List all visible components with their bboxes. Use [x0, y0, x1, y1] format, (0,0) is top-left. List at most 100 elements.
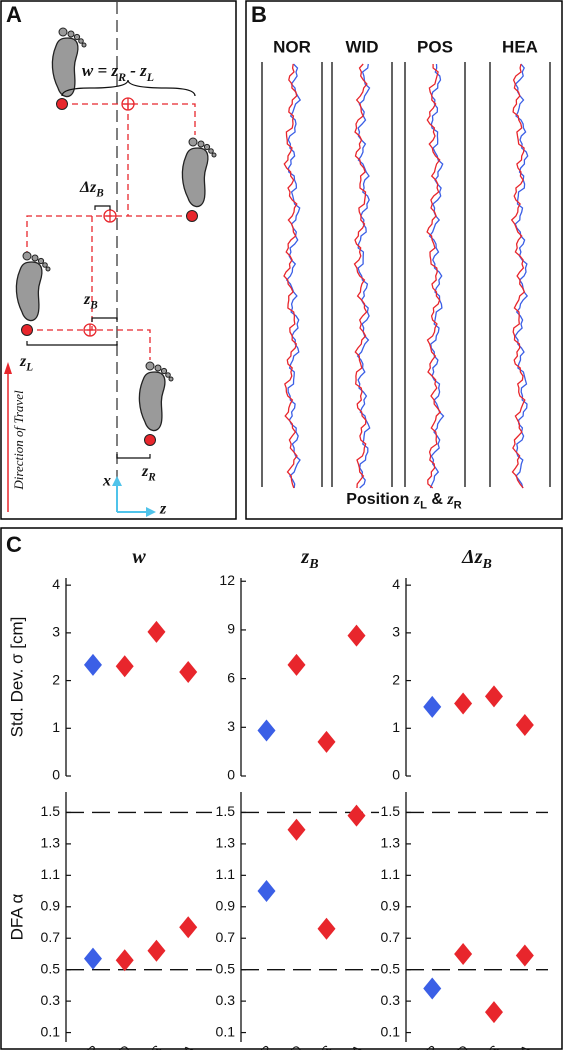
- label-part: R: [454, 500, 462, 512]
- toe: [165, 372, 171, 378]
- diamond: [484, 1001, 503, 1024]
- arrowheads: [112, 476, 156, 517]
- bracket: [94, 205, 111, 210]
- y-tick-label: 3: [392, 624, 400, 640]
- x-tick-label: WID: [105, 1042, 133, 1050]
- y-tick-label: 0.1: [381, 1023, 401, 1039]
- toe: [73, 33, 81, 41]
- foot-sole: [138, 371, 166, 432]
- y-tick-label: 0.1: [216, 1023, 236, 1039]
- label: w = zR - zL: [82, 61, 154, 84]
- y-tick-label: 0.5: [381, 960, 401, 976]
- x-tick-label: HEA: [504, 1042, 534, 1050]
- y-tick-label: 12: [219, 572, 235, 588]
- diamond: [515, 944, 534, 967]
- diamond: [179, 660, 198, 683]
- diamond: [347, 804, 366, 827]
- foot: [181, 137, 217, 208]
- x-tick-label: POS: [473, 1042, 503, 1050]
- diamond: [115, 655, 134, 678]
- y-tick-label: 1.3: [41, 835, 61, 851]
- foot-sole: [181, 147, 209, 208]
- diamond: [423, 695, 442, 718]
- foot: [51, 27, 87, 98]
- y-tick-label: 1.3: [381, 835, 401, 851]
- x-tick-label: POS: [305, 1042, 335, 1050]
- toe: [188, 137, 198, 147]
- toe: [154, 364, 162, 372]
- foot-sole: [51, 37, 79, 98]
- toe: [208, 148, 214, 154]
- arrowhead: [4, 362, 12, 374]
- diamond: [83, 947, 102, 970]
- y-tick-label: 4: [52, 576, 60, 592]
- panel-label: A: [6, 2, 22, 27]
- diamond: [317, 917, 336, 940]
- label-part: R: [117, 70, 126, 84]
- y-tick-label: 1.5: [381, 803, 401, 819]
- x-tick-label: NOR: [70, 1042, 101, 1050]
- label: zB: [83, 291, 98, 312]
- y-tick-label: 4: [392, 576, 400, 592]
- label-part: L: [146, 70, 154, 84]
- condition-label: HEA: [502, 37, 538, 56]
- label: Position zL & zR: [346, 491, 461, 512]
- trace: [514, 63, 529, 489]
- foot: [138, 361, 174, 432]
- x-tick-label: NOR: [244, 1042, 275, 1050]
- toe: [22, 251, 32, 261]
- condition-label: WID: [345, 37, 378, 56]
- diamond: [179, 916, 198, 939]
- y-axis-label: Std. Dev. σ [cm]: [7, 617, 26, 738]
- trace: [353, 63, 368, 489]
- label-part: B: [308, 557, 318, 572]
- label-part: w = z: [82, 61, 119, 80]
- midpoint-cross: [122, 98, 134, 110]
- x-tick-label: POS: [135, 1042, 165, 1050]
- toe: [31, 254, 39, 262]
- midpoint-cross: [84, 324, 96, 336]
- toe: [67, 30, 75, 38]
- diamond: [515, 713, 534, 736]
- y-tick-label: 2: [392, 671, 400, 687]
- x-tick-label: HEA: [336, 1042, 366, 1050]
- toe: [81, 42, 87, 48]
- y-tick-label: 0.5: [216, 960, 236, 976]
- trace: [285, 63, 302, 489]
- diamond: [454, 942, 473, 965]
- y-tick-label: 3: [52, 624, 60, 640]
- y-tick-label: 0: [52, 767, 60, 783]
- foot-point: [144, 434, 156, 446]
- foot: [15, 251, 51, 322]
- label-part: z: [300, 546, 309, 568]
- diamond: [454, 692, 473, 715]
- label-part: L: [420, 500, 427, 512]
- y-tick-label: 0.7: [216, 929, 236, 945]
- toe: [203, 143, 211, 151]
- toe: [145, 361, 155, 371]
- x-tick-label: HEA: [167, 1042, 197, 1050]
- axis-arrows: [116, 482, 150, 513]
- diamond: [423, 977, 442, 1000]
- label-part: z: [19, 353, 27, 370]
- y-tick-label: 0.3: [216, 992, 236, 1008]
- label: zR: [141, 463, 156, 484]
- y-tick-label: 0.3: [41, 992, 61, 1008]
- y-tick-label: 0.7: [381, 929, 401, 945]
- direction-label: Direction of Travel: [11, 390, 26, 491]
- foot-sole: [15, 261, 43, 322]
- toe: [42, 262, 48, 268]
- diamond: [147, 939, 166, 962]
- step-path: [26, 215, 192, 255]
- toe: [211, 152, 217, 158]
- y-tick-label: 1.5: [216, 803, 236, 819]
- diamond: [347, 624, 366, 647]
- trace: [283, 63, 298, 489]
- condition-label: NOR: [273, 37, 311, 56]
- label-part: z: [413, 491, 421, 508]
- diamond: [115, 949, 134, 972]
- panel-c-frame: [0, 527, 563, 1050]
- panel-label: B: [251, 2, 267, 27]
- y-tick-label: 0.7: [41, 929, 61, 945]
- label-part: L: [25, 361, 33, 373]
